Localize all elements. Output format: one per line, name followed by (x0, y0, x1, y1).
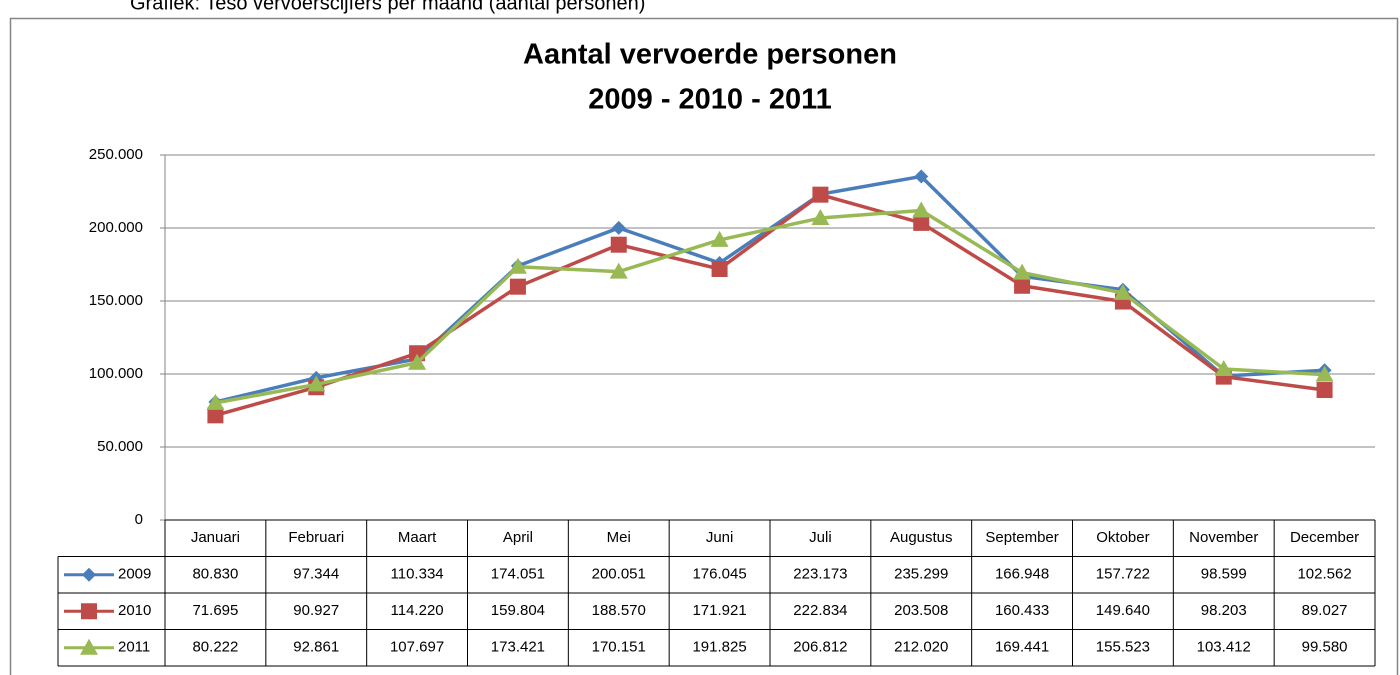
table-value: 170.151 (592, 639, 646, 656)
marker (610, 236, 627, 253)
marker (711, 260, 728, 277)
legend-label: 2011 (118, 639, 150, 656)
table-value: 222.834 (793, 602, 847, 619)
table-value: 169.441 (995, 639, 1049, 656)
y-tick-label: 0 (135, 511, 143, 528)
series-line (215, 174, 1325, 404)
marker (609, 262, 628, 279)
table-value: 80.830 (192, 566, 238, 583)
table-value: 159.804 (491, 602, 545, 619)
y-tick-label: 100.000 (89, 365, 143, 382)
x-tick-label: September (985, 529, 1058, 546)
table-value: 191.825 (692, 639, 746, 656)
table-value: 80.222 (192, 639, 238, 656)
marker (508, 257, 527, 274)
table-value: 188.570 (592, 602, 646, 619)
marker (912, 201, 931, 218)
x-tick-label: Juni (706, 529, 734, 546)
marker (408, 353, 427, 370)
table-value: 166.948 (995, 566, 1049, 583)
y-tick-label: 50.000 (97, 438, 143, 455)
x-tick-label: April (503, 529, 533, 546)
chart-frame (9, 17, 1399, 675)
marker (206, 393, 225, 410)
table-value: 98.203 (1201, 602, 1247, 619)
y-tick-label: 250.000 (89, 146, 143, 163)
legend-label: 2009 (118, 566, 151, 583)
table-value: 99.580 (1302, 639, 1348, 656)
table-value: 102.562 (1297, 566, 1351, 583)
table-value: 174.051 (491, 566, 545, 583)
x-tick-label: November (1189, 529, 1258, 546)
x-tick-label: Februari (288, 529, 344, 546)
marker (509, 278, 526, 295)
marker (1013, 263, 1032, 280)
table-value: 200.051 (592, 566, 646, 583)
series-line (215, 208, 1325, 405)
x-tick-label: Juli (809, 529, 832, 546)
x-tick-label: December (1290, 529, 1359, 546)
legend-label: 2010 (118, 602, 151, 619)
x-tick-label: Mei (607, 529, 631, 546)
marker (1214, 360, 1233, 377)
marker (81, 603, 97, 620)
table-value: 107.697 (390, 639, 444, 656)
table-value: 176.045 (692, 566, 746, 583)
table-value: 157.722 (1096, 566, 1150, 583)
table-value: 206.812 (793, 639, 847, 656)
marker (1316, 382, 1333, 399)
table-value: 173.421 (491, 639, 545, 656)
table-value: 149.640 (1096, 602, 1150, 619)
table-value: 114.220 (391, 602, 444, 619)
series-line (214, 192, 1325, 418)
marker (1315, 365, 1334, 382)
table-value: 90.927 (293, 602, 339, 619)
marker (1113, 283, 1132, 300)
marker (80, 638, 98, 655)
table-value: 155.523 (1096, 639, 1150, 656)
table-value: 160.433 (995, 602, 1049, 619)
marker (1014, 277, 1031, 294)
table-value: 203.508 (894, 602, 948, 619)
marker (710, 230, 729, 247)
x-tick-label: Maart (398, 529, 437, 546)
x-tick-label: Augustus (890, 529, 953, 546)
table-value: 110.334 (391, 566, 444, 583)
marker (913, 214, 930, 231)
table-value: 223.173 (793, 566, 847, 583)
table-value: 92.861 (293, 639, 339, 656)
chart-subtitle: 2009 - 2010 - 2011 (588, 84, 831, 116)
y-tick-label: 200.000 (89, 219, 143, 236)
table-value: 89.027 (1302, 602, 1348, 619)
table-value: 235.299 (894, 566, 948, 583)
marker (307, 375, 326, 392)
marker (914, 169, 929, 184)
caption: Grafiek: Teso vervoerscijfers per maand … (130, 0, 645, 14)
table-value: 103.412 (1197, 639, 1251, 656)
x-tick-label: Oktober (1096, 529, 1149, 546)
x-tick-label: Januari (191, 529, 240, 546)
marker (811, 209, 830, 226)
table-value: 212.020 (894, 639, 948, 656)
table-value: 71.695 (192, 602, 238, 619)
table-value: 98.599 (1201, 566, 1247, 583)
marker (812, 186, 829, 203)
marker (611, 220, 626, 235)
chart-title: Aantal vervoerde personen (523, 39, 897, 71)
y-tick-label: 150.000 (89, 292, 143, 309)
marker (207, 407, 224, 424)
table-value: 171.921 (692, 602, 746, 619)
marker (82, 567, 96, 582)
table-value: 97.344 (293, 566, 339, 583)
